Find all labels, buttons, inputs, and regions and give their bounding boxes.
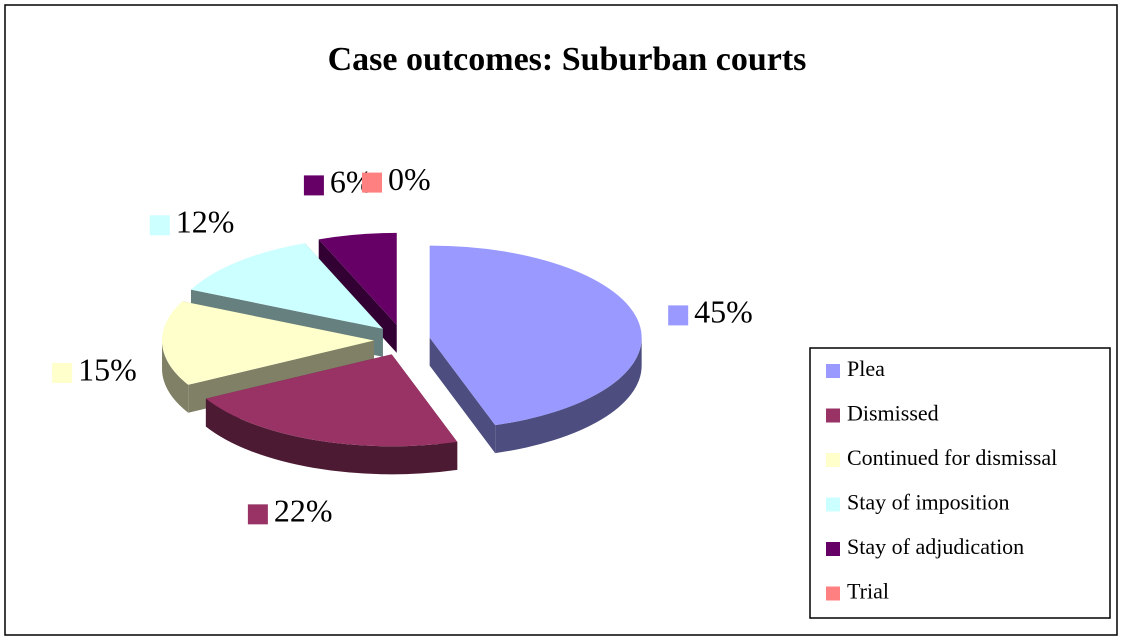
legend-key (826, 453, 840, 467)
data-label-key (149, 215, 170, 236)
data-label: 45% (694, 294, 753, 330)
legend-key (826, 586, 840, 601)
legend-key (826, 364, 840, 378)
legend-key (826, 408, 840, 423)
data-label-key (247, 504, 268, 525)
legend-label: Stay of adjudication (847, 534, 1024, 559)
chart-title: Case outcomes: Suburban courts (328, 41, 807, 78)
slice-side (205, 398, 458, 475)
data-label-key (52, 362, 73, 383)
slice-top (162, 301, 375, 385)
data-label: 15% (78, 351, 137, 387)
slice-top (205, 354, 458, 447)
slice-top (191, 243, 383, 329)
slice-top (429, 245, 642, 426)
data-label-key (668, 305, 689, 326)
legend-label: Plea (847, 356, 885, 381)
slice-side (162, 340, 189, 413)
legend-key (826, 542, 840, 556)
legend-label: Stay of imposition (847, 490, 1010, 515)
data-label: 12% (176, 204, 235, 240)
slice-edge (429, 337, 496, 454)
legend-label: Trial (847, 579, 889, 604)
data-label-key (303, 175, 324, 196)
legend-box (809, 347, 1111, 619)
slice-top (318, 232, 397, 325)
slice (205, 354, 458, 475)
data-label-key (362, 172, 382, 193)
data-label: 22% (274, 493, 333, 529)
slice-side (495, 337, 642, 454)
data-label: 0% (388, 161, 431, 197)
legend-key (826, 497, 840, 512)
legend-label: Continued for dismissal (847, 445, 1057, 470)
slice (429, 245, 642, 454)
legend-label: Dismissed (847, 401, 939, 426)
